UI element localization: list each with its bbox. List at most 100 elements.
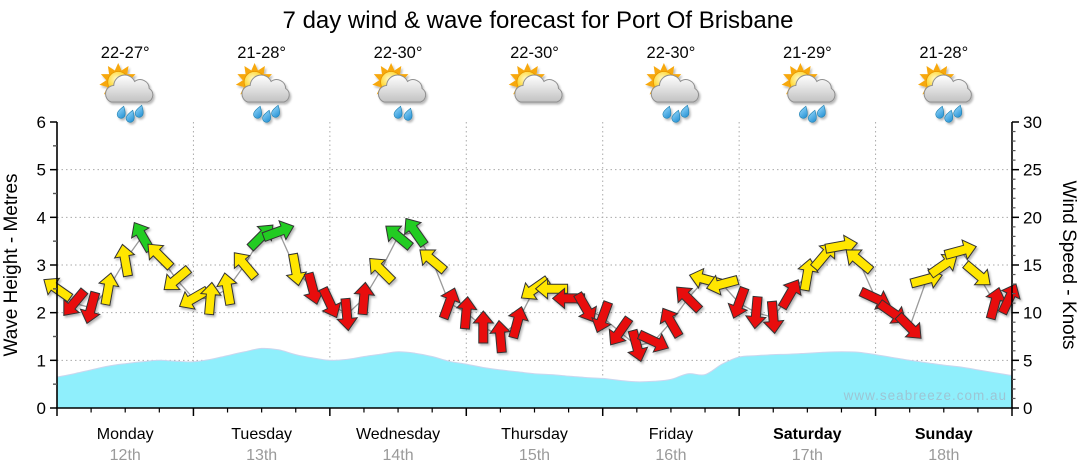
wind-arrow bbox=[659, 307, 684, 339]
wind-arrow bbox=[215, 272, 238, 306]
cloud-icon bbox=[514, 74, 563, 103]
day-date-label: 14th bbox=[383, 447, 414, 464]
day-name-label: Saturday bbox=[773, 426, 842, 443]
cloud-icon bbox=[923, 74, 972, 103]
raindrop-icon bbox=[253, 105, 263, 119]
wind-arrow bbox=[163, 264, 193, 291]
day-date-label: 13th bbox=[246, 447, 277, 464]
wind-arrow bbox=[943, 239, 978, 261]
left-axis-title: Wave Height - Metres bbox=[1, 173, 22, 356]
wind-arrow bbox=[419, 249, 449, 275]
wind-arrow bbox=[762, 300, 785, 335]
cloud-icon bbox=[105, 74, 154, 103]
cloud-icon bbox=[241, 74, 290, 103]
wind-arrow bbox=[79, 290, 101, 325]
wind-arrow bbox=[318, 286, 342, 319]
wind-arrow bbox=[744, 295, 767, 330]
left-axis-tick-label: 1 bbox=[37, 351, 46, 370]
wind-arrow bbox=[534, 277, 569, 300]
wind-arrow bbox=[507, 305, 529, 340]
wind-arrow bbox=[113, 243, 136, 278]
temperature-range-label: 22-30° bbox=[510, 44, 559, 62]
chart-title: 7 day wind & wave forecast for Port Of B… bbox=[283, 7, 794, 34]
cloud-icon bbox=[377, 74, 427, 103]
left-axis-tick-label: 5 bbox=[37, 161, 46, 180]
wind-arrow bbox=[97, 272, 120, 306]
temperature-range-label: 21-28° bbox=[919, 44, 968, 62]
raindrop-icon bbox=[662, 105, 672, 119]
temperature-range-label: 21-28° bbox=[237, 44, 286, 62]
raindrop-icon bbox=[935, 105, 945, 119]
wind-arrow bbox=[385, 225, 414, 251]
wind-arrow bbox=[927, 253, 958, 279]
temperature-range-label: 22-30° bbox=[647, 44, 696, 62]
right-axis-tick-label: 20 bbox=[1023, 208, 1042, 227]
wind-arrow bbox=[676, 286, 704, 314]
raindrop-icon bbox=[403, 107, 413, 121]
right-axis-title: Wind Speed - Knots bbox=[1058, 181, 1079, 350]
left-axis-tick-label: 2 bbox=[37, 304, 46, 323]
wind-arrow bbox=[777, 279, 802, 311]
wave-height-area bbox=[56, 347, 1013, 409]
wind-arrow bbox=[894, 311, 922, 339]
raindrop-icon bbox=[116, 105, 126, 119]
wind-arrow bbox=[404, 217, 429, 248]
raindrop-icon bbox=[807, 109, 817, 123]
wind-arrow bbox=[261, 220, 295, 242]
raindrop-icon bbox=[134, 104, 144, 118]
day-date-label: 18th bbox=[928, 447, 959, 464]
raindrop-icon bbox=[680, 104, 690, 118]
cloud-icon bbox=[650, 74, 699, 103]
day-date-label: 15th bbox=[519, 447, 550, 464]
right-axis-tick-label: 10 bbox=[1023, 304, 1042, 323]
day-name-label: Friday bbox=[649, 426, 693, 443]
wind-arrows-layer bbox=[43, 217, 1021, 363]
right-axis-tick-label: 15 bbox=[1023, 256, 1042, 275]
temperature-range-label: 22-30° bbox=[374, 44, 423, 62]
weather-icon-monday bbox=[99, 63, 154, 123]
raindrop-icon bbox=[262, 109, 272, 123]
wind-arrow bbox=[573, 291, 598, 323]
wind-arrow bbox=[608, 315, 634, 346]
wind-arrow bbox=[353, 281, 376, 316]
right-axis-tick-label: 5 bbox=[1023, 351, 1032, 370]
day-date-label: 12th bbox=[110, 447, 141, 464]
weather-icon-thursday bbox=[508, 63, 563, 103]
weather-icon-sunday bbox=[918, 63, 972, 123]
wind-arrow bbox=[636, 329, 670, 353]
weather-icon-friday bbox=[645, 63, 699, 123]
raindrop-icon bbox=[271, 104, 281, 118]
wind-arrow bbox=[285, 252, 308, 287]
wind-arrow bbox=[199, 281, 222, 316]
left-axis-tick-label: 0 bbox=[37, 399, 46, 418]
wind-arrow bbox=[63, 287, 89, 316]
raindrop-icon bbox=[125, 109, 135, 123]
left-axis-tick-label: 6 bbox=[37, 113, 46, 132]
wind-arrow bbox=[147, 243, 175, 271]
raindrop-icon bbox=[944, 109, 954, 123]
watermark: www.seabreeze.com.au bbox=[843, 388, 1007, 403]
raindrop-icon bbox=[671, 109, 681, 123]
wind-arrow bbox=[489, 319, 512, 354]
wind-arrow bbox=[336, 297, 359, 332]
wind-arrow bbox=[233, 252, 260, 281]
raindrop-icon bbox=[798, 105, 808, 119]
day-date-label: 17th bbox=[792, 447, 823, 464]
day-name-label: Monday bbox=[97, 426, 154, 443]
weather-icon-wednesday bbox=[372, 63, 427, 121]
raindrop-icon bbox=[393, 105, 403, 119]
left-axis-tick-label: 4 bbox=[37, 208, 46, 227]
right-axis-tick-label: 30 bbox=[1023, 113, 1042, 132]
day-name-label: Thursday bbox=[501, 426, 568, 443]
temperature-range-label: 21-29° bbox=[783, 44, 832, 62]
temperature-range-label: 22-27° bbox=[101, 44, 150, 62]
wind-arrow bbox=[705, 274, 740, 296]
wind-arrow bbox=[472, 310, 495, 344]
left-axis-tick-label: 3 bbox=[37, 256, 46, 275]
wind-arrow bbox=[962, 260, 991, 286]
wind-arrow bbox=[845, 249, 875, 275]
wind-arrow bbox=[627, 328, 649, 363]
wind-arrow bbox=[369, 257, 397, 286]
